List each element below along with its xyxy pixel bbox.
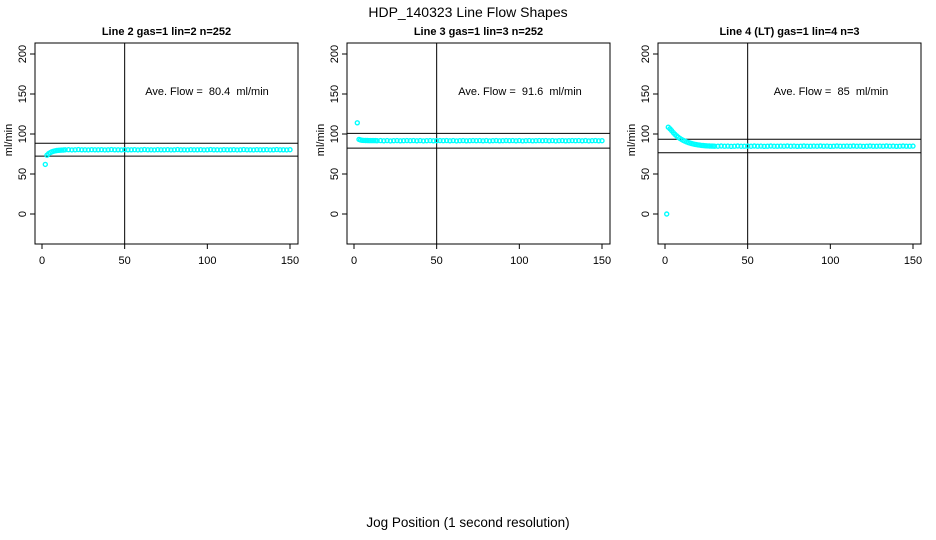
y-axis-label-line4: ml/min (626, 123, 638, 157)
data-point (804, 143, 810, 149)
x-tick-label: 100 (510, 255, 528, 267)
y-tick-label: 100 (640, 125, 652, 143)
data-point (42, 161, 48, 168)
y-tick-label: 0 (640, 211, 652, 217)
figure-title: HDP_140323 Line Flow Shapes (368, 4, 568, 20)
ave-flow-annotation-line2: Ave. Flow = 80.4 ml/min (145, 86, 269, 98)
y-tick-label: 50 (329, 168, 341, 180)
x-tick-label: 100 (198, 255, 216, 267)
x-tick-label: 150 (904, 255, 922, 267)
y-tick-label: 150 (329, 85, 341, 103)
x-tick-label: 150 (593, 255, 611, 267)
y-tick-label: 200 (17, 45, 29, 63)
panel-title-line4: Line 4 (LT) gas=1 lin=4 n=3 (719, 26, 860, 38)
data-point (910, 143, 916, 149)
data-point (277, 147, 283, 153)
axis-box (657, 42, 922, 245)
panel-title-line2: Line 2 gas=1 lin=2 n=252 (101, 26, 232, 38)
x-tick-label: 0 (662, 255, 668, 267)
y-tick-label: 0 (17, 211, 29, 217)
y-tick-label: 0 (329, 211, 341, 217)
x-tick-label: 0 (39, 255, 45, 267)
y-tick-label: 150 (640, 85, 652, 103)
data-point (257, 147, 263, 153)
x-tick-label: 100 (821, 255, 839, 267)
data-point (903, 143, 910, 149)
x-axis-label: Jog Position (1 second resolution) (366, 515, 570, 530)
data-point (191, 147, 197, 153)
x-tick-label: 50 (119, 255, 131, 267)
y-tick-label: 200 (329, 45, 341, 63)
x-tick-label: 0 (351, 255, 357, 267)
y-axis-label-line2: ml/min (3, 123, 15, 157)
y-tick-label: 50 (640, 168, 652, 180)
y-tick-label: 100 (329, 125, 341, 143)
ave-flow-annotation-line4: Ave. Flow = 85 ml/min (773, 86, 889, 98)
data-point (92, 147, 98, 153)
x-tick-label: 50 (742, 255, 754, 267)
data-point (870, 143, 876, 149)
axis-box (346, 42, 611, 245)
ave-flow-annotation-line3: Ave. Flow = 91.6 ml/min (458, 86, 582, 98)
data-point (599, 137, 605, 144)
y-tick-label: 50 (17, 168, 29, 180)
y-axis-label-line3: ml/min (315, 123, 327, 157)
panel-title-line3: Line 3 gas=1 lin=3 n=252 (413, 26, 544, 38)
x-tick-label: 50 (431, 255, 443, 267)
data-point (354, 120, 360, 126)
y-tick-label: 200 (640, 45, 652, 63)
x-tick-label: 150 (281, 255, 299, 267)
data-point (664, 211, 670, 217)
y-tick-label: 150 (17, 85, 29, 103)
y-tick-label: 100 (17, 125, 29, 143)
data-point (287, 146, 293, 153)
